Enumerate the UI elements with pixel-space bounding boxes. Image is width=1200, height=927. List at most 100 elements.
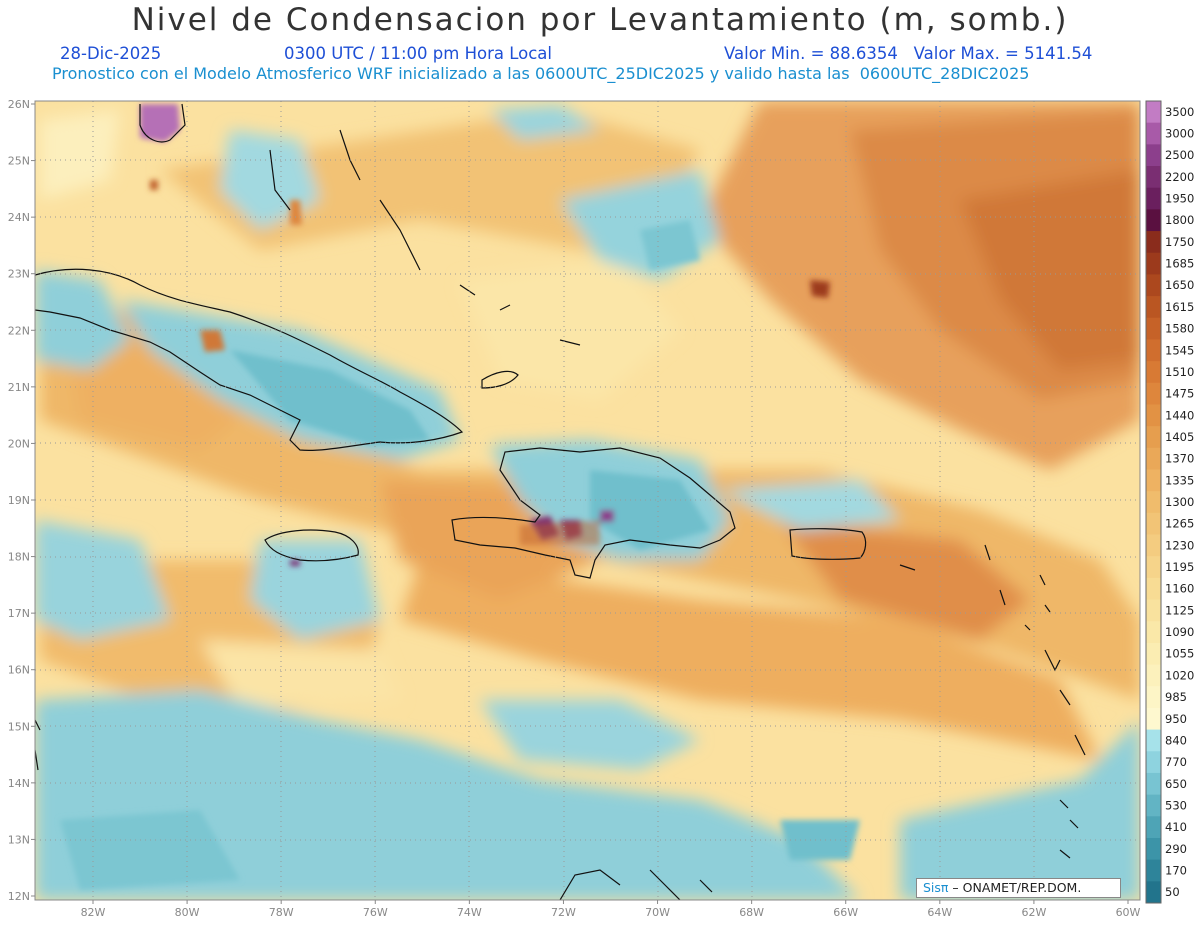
colorbar-swatch (1146, 122, 1161, 145)
colorbar-swatch (1146, 751, 1161, 774)
colorbar-swatch (1146, 209, 1161, 232)
colorbar-level-label: 2200 (1165, 170, 1194, 184)
colorbar-swatch (1146, 491, 1161, 514)
lon-label: 62W (1021, 906, 1046, 919)
colorbar-swatch (1146, 166, 1161, 189)
colorbar-level-label: 290 (1165, 842, 1187, 856)
colorbar-level-label: 170 (1165, 863, 1187, 877)
south-america-coastline (559, 869, 713, 900)
colorbar-swatch (1146, 859, 1161, 882)
lat-label: 14N (8, 777, 30, 790)
colorbar-swatch (1146, 447, 1161, 470)
colorbar-swatch (1146, 794, 1161, 817)
colorbar-swatch (1146, 339, 1161, 362)
colorbar-swatch (1146, 729, 1161, 752)
colorbar-level-label: 1750 (1165, 235, 1194, 249)
colorbar-swatch (1146, 599, 1161, 622)
credit-org: – ONAMET/REP.DOM. (948, 880, 1082, 895)
colorbar-level-label: 1125 (1165, 603, 1194, 617)
colorbar-swatch (1146, 187, 1161, 210)
colorbar-swatch (1146, 317, 1161, 340)
colorbar-swatch (1146, 816, 1161, 839)
lon-label: 82W (81, 906, 106, 919)
longitude-labels: 82W 80W 78W 76W 74W 72W 70W 68W 66W 64W 62W 60W (81, 906, 1141, 919)
colorbar-swatch (1146, 361, 1161, 384)
colorbar-swatch (1146, 556, 1161, 579)
colorbar-level-label: 950 (1165, 712, 1187, 726)
colorbar-level-label: 1685 (1165, 257, 1194, 271)
lat-label: 24N (8, 211, 30, 224)
hispaniola-coastline (451, 447, 736, 579)
colorbar-level-label: 1475 (1165, 387, 1194, 401)
colorbar-level-label: 1615 (1165, 300, 1194, 314)
colorbar-swatch (1146, 577, 1161, 601)
colorbar-level-label: 840 (1165, 733, 1187, 747)
latitude-labels: 26N 25N 24N 23N 22N 21N 20N 19N 18N 17N 16N 15N 14N 1… (8, 98, 30, 903)
lat-label: 17N (8, 607, 30, 620)
colorbar-level-label: 1440 (1165, 408, 1194, 422)
axis-ticks (31, 103, 1129, 904)
lon-label: 78W (269, 906, 294, 919)
colorbar-swatch (1146, 469, 1161, 492)
colorbar-swatch (1146, 101, 1161, 124)
colorbar-level-label: 650 (1165, 777, 1187, 791)
forecast-description: Pronostico con el Modelo Atmosferico WRF… (52, 64, 1030, 83)
florida-coastline (139, 103, 186, 143)
colorbar-level-label: 1950 (1165, 192, 1194, 206)
colorbar-level-label: 1510 (1165, 365, 1194, 379)
map-title: Nivel de Condensacion por Levantamiento … (131, 2, 1069, 38)
colorbar-level-label: 2500 (1165, 148, 1194, 162)
colorbar-swatch (1146, 252, 1161, 275)
colorbar-swatch (1146, 772, 1161, 796)
colorbar-swatch (1146, 881, 1161, 904)
colorbar-level-label: 1265 (1165, 517, 1194, 531)
colorbar-swatch (1146, 686, 1161, 709)
colorbar-swatch (1146, 534, 1161, 557)
puerto-rico-coastline (789, 528, 867, 560)
lat-label: 25N (8, 155, 30, 168)
colorbar-swatch (1146, 642, 1161, 666)
lat-label: 20N (8, 437, 30, 450)
colorbar-swatch (1146, 837, 1161, 861)
colorbar: 3500 3000 2500 2200 1950 1800 1750 1685 1650 1615… (1145, 100, 1194, 904)
lon-label: 76W (363, 906, 388, 919)
lat-label: 16N (8, 664, 30, 677)
colorbar-swatch (1146, 404, 1161, 427)
colorbar-level-label: 1090 (1165, 625, 1194, 639)
colorbar-level-label: 1405 (1165, 430, 1194, 444)
colorbar-level-label: 530 (1165, 798, 1187, 812)
time-label: 0300 UTC / 11:00 pm Hora Local (284, 44, 552, 63)
colorbar-level-label: 1230 (1165, 538, 1194, 552)
lat-label: 26N (8, 98, 30, 111)
lon-label: 60W (1116, 906, 1141, 919)
colorbar-level-label: 770 (1165, 755, 1187, 769)
lon-label: 72W (551, 906, 576, 919)
colorbar-level-label: 1160 (1165, 582, 1194, 596)
lon-label: 64W (927, 906, 952, 919)
lat-label: 15N (8, 720, 30, 733)
colorbar-level-label: 1195 (1165, 560, 1194, 574)
lat-label: 13N (8, 833, 30, 846)
colorbar-swatch (1146, 512, 1161, 536)
colorbar-level-label: 3000 (1165, 127, 1194, 141)
colorbar-level-label: 1055 (1165, 647, 1194, 661)
colorbar-level-label: 410 (1165, 820, 1187, 834)
colorbar-swatch (1146, 621, 1161, 644)
colorbar-level-label: 3500 (1165, 105, 1194, 119)
lon-label: 74W (457, 906, 482, 919)
colorbar-swatch (1146, 382, 1161, 405)
cuba-coastline (35, 268, 464, 451)
lon-label: 66W (833, 906, 858, 919)
colorbar-swatch (1146, 426, 1161, 449)
lat-label: 18N (8, 551, 30, 564)
colorbar-level-label: 1580 (1165, 322, 1194, 336)
lat-label: 22N (8, 324, 30, 337)
colorbar-level-label: 985 (1165, 690, 1187, 704)
credit-box: Sisπ – ONAMET/REP.DOM. (916, 878, 1121, 898)
colorbar-frame (1145, 100, 1162, 904)
lat-label: 19N (8, 494, 30, 507)
colorbar-swatch (1146, 231, 1161, 254)
colorbar-level-label: 1800 (1165, 213, 1194, 227)
colorbar-swatch (1146, 144, 1161, 167)
